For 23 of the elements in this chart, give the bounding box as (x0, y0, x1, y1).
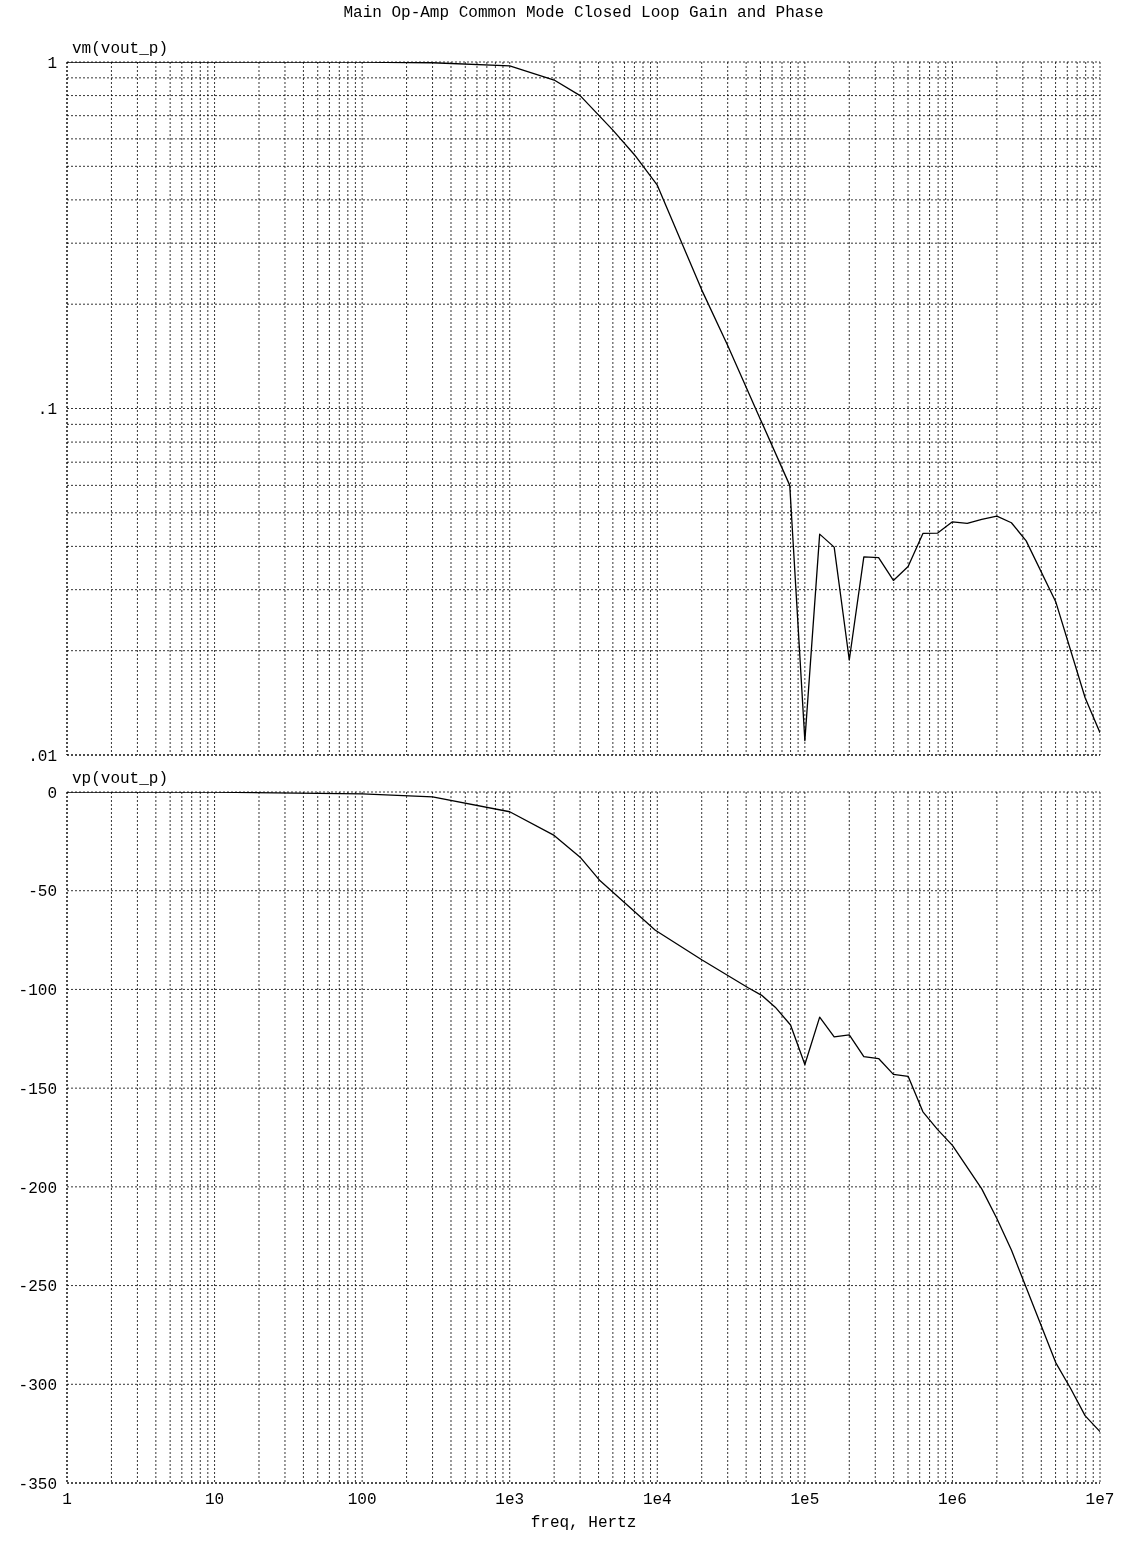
x-tick-label: 1e6 (938, 1491, 967, 1510)
x-axis-title: freq, Hertz (530, 1514, 637, 1532)
y-tick-label: -250 (18, 1278, 57, 1297)
x-tick-label: 1e3 (495, 1491, 525, 1510)
x-tick-label: 100 (347, 1491, 377, 1510)
x-tick-label: 1e4 (642, 1491, 672, 1510)
y-tick-label: -350 (18, 1475, 57, 1494)
y-axis-title: vm(vout_p) (72, 40, 169, 58)
y-tick-label: -300 (18, 1376, 57, 1395)
y-tick-label: .01 (28, 747, 57, 766)
y-tick-label: -150 (18, 1080, 57, 1099)
x-tick-label: 1 (62, 1491, 72, 1510)
chart-title: Main Op-Amp Common Mode Closed Loop Gain and Phase (342, 4, 825, 22)
x-tick-label: 1e5 (790, 1491, 820, 1510)
y-tick-label: 0 (47, 784, 57, 803)
y-tick-label: -100 (18, 982, 57, 1001)
y-axis-title: vp(vout_p) (72, 770, 169, 788)
x-tick-label: 1e7 (1085, 1491, 1115, 1510)
y-tick-label: 1 (47, 54, 57, 73)
x-tick-label: 10 (204, 1491, 225, 1510)
y-tick-label: -200 (18, 1179, 57, 1198)
y-tick-label: .1 (37, 401, 57, 420)
y-tick-label: -50 (28, 883, 57, 902)
